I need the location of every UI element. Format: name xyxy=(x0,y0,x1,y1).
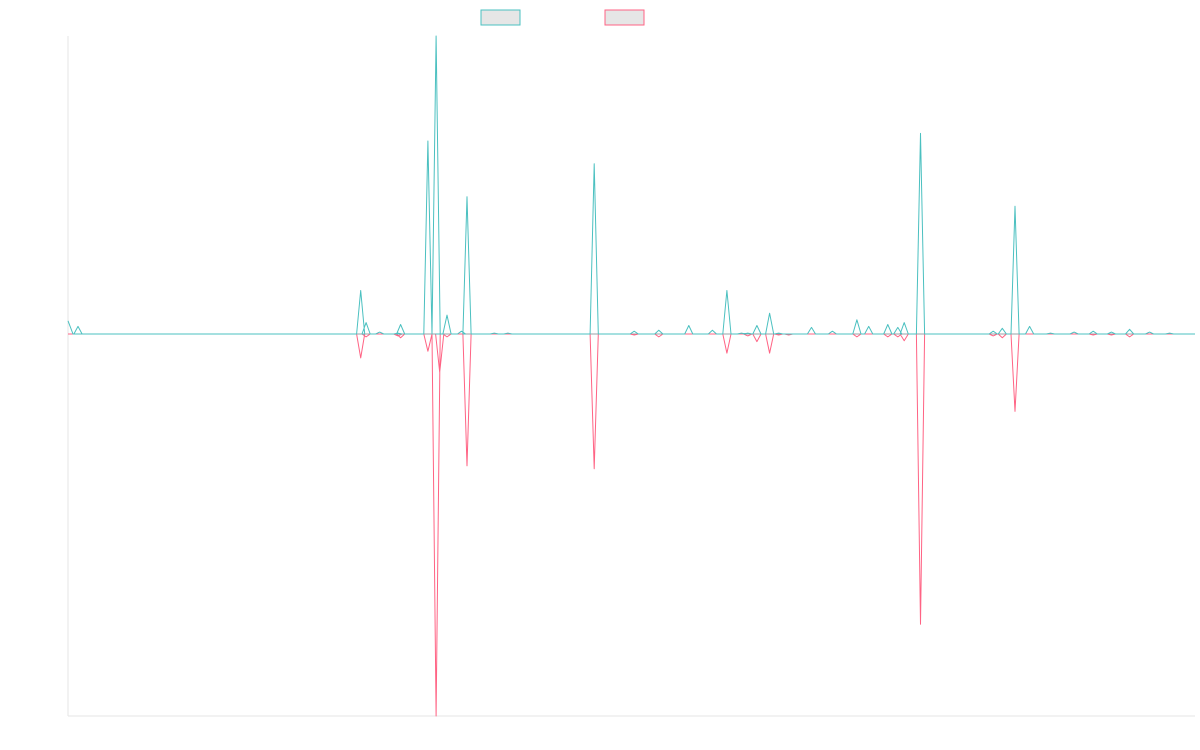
legend-swatch-series-2[interactable] xyxy=(604,9,645,26)
series-line-pink xyxy=(68,333,1195,717)
axes xyxy=(67,36,1195,717)
legend xyxy=(480,9,645,26)
series-line-teal xyxy=(67,35,1195,335)
legend-swatch-series-1[interactable] xyxy=(480,9,521,26)
plot-series xyxy=(67,35,1195,717)
